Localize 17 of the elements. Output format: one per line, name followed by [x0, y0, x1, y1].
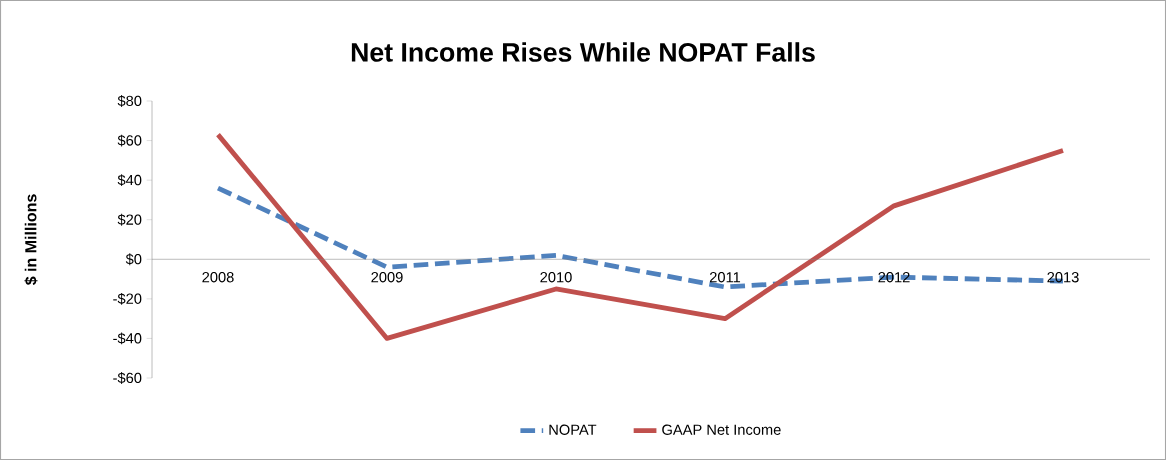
x-tick-label: 2010 — [540, 272, 572, 283]
y-tick-label: -$20 — [113, 292, 142, 305]
y-tick-label: -$40 — [113, 332, 142, 345]
x-tick-label: 2011 — [709, 272, 741, 283]
y-tick-label: $80 — [117, 95, 142, 107]
y-tick-label: $60 — [117, 134, 142, 147]
x-tick-label: 2009 — [371, 272, 403, 283]
x-tick-label: 2008 — [202, 272, 234, 283]
y-tick-label: -$60 — [113, 372, 142, 384]
chart-title: Net Income Rises While NOPAT Falls — [351, 42, 815, 62]
legend-label: NOPAT — [549, 424, 597, 435]
y-tick-label: $0 — [125, 253, 142, 266]
y-axis-title: $ in Millions — [24, 194, 38, 286]
x-tick-label: 2013 — [1047, 272, 1079, 283]
y-tick-label: $40 — [117, 174, 142, 187]
y-tick-label: $20 — [117, 213, 142, 226]
legend-label: GAAP Net Income — [662, 424, 781, 435]
